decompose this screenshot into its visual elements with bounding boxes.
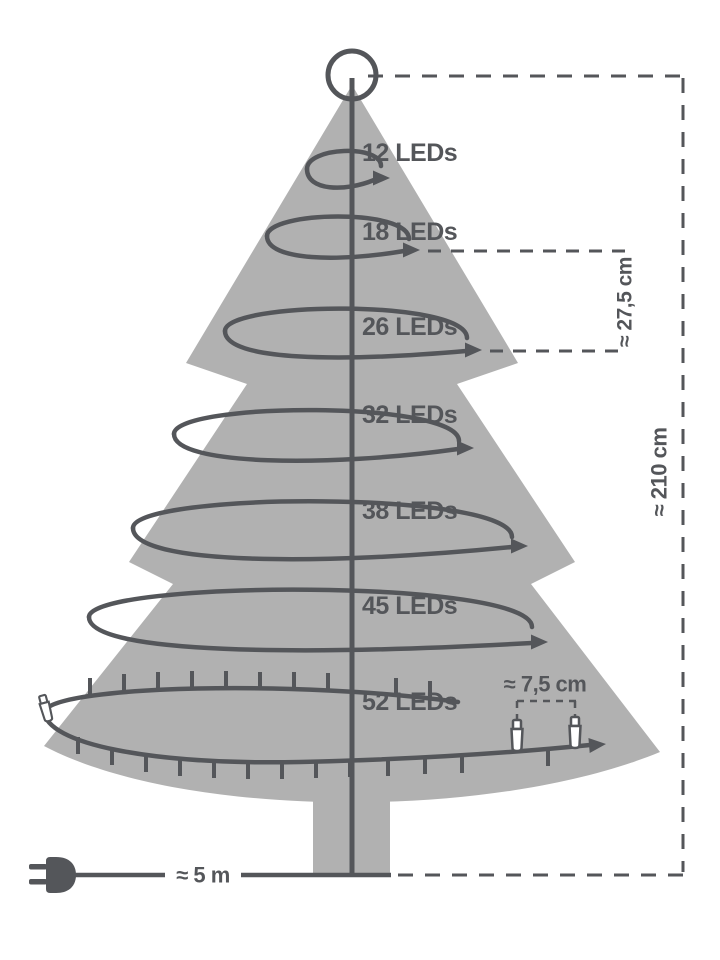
loop-1-arrowhead [373, 170, 390, 186]
led-tick-marks-bottom [76, 737, 550, 779]
led-count-label-45: 45 LEDs [362, 592, 457, 620]
loop-4-top-arc [171, 407, 462, 444]
dimension-ring-spacing [428, 249, 628, 353]
loop-3-bottom-arc [222, 328, 469, 360]
dimension-led-spacing [515, 699, 577, 719]
loop-4-arrowhead [457, 440, 474, 456]
led-tick-marks-top [88, 671, 432, 698]
loop-2-arrowhead [403, 242, 420, 258]
cable-length-label: ≈ 5 m [176, 863, 230, 888]
led-count-label-52: 52 LEDs [362, 688, 457, 716]
loop-5-arrowhead [511, 538, 528, 554]
loop-2-bottom-arc [264, 233, 407, 260]
loop-6-arrowhead [531, 634, 548, 650]
led-count-label-32: 32 LEDs [362, 401, 457, 429]
power-plug-icon [29, 857, 76, 893]
led-bulbs [38, 693, 582, 753]
loop-arrowheads [373, 170, 606, 753]
total-height-label: ≈ 210 cm [647, 428, 672, 517]
led-count-label-26: 26 LEDs [362, 313, 457, 341]
loop-6-top-arc [86, 587, 535, 630]
led-count-labels: 12 LEDs 18 LEDs 26 LEDs 32 LEDs 38 LEDs … [362, 139, 458, 716]
plug-body [46, 857, 76, 893]
led-count-label-18: 18 LEDs [362, 218, 457, 246]
led-spacing-label: ≈ 7,5 cm [504, 672, 587, 697]
loop-7-arrowhead [588, 738, 606, 753]
loop-7-top-arc [41, 685, 461, 714]
loop-1-bottom-arc [304, 166, 377, 190]
loop-3-top-arc [222, 306, 470, 341]
loop-2-top-arc [264, 214, 412, 242]
ring-spacing-label: ≈ 27,5 cm [614, 257, 637, 347]
loop-5-top-arc [130, 499, 515, 540]
led-bulb-right [568, 715, 582, 750]
loop-6-bottom-arc [86, 614, 535, 653]
loop-4-bottom-arc [171, 431, 461, 463]
loop-1-top-arc [304, 148, 384, 172]
plug-prong-bottom [29, 879, 47, 885]
loop-3-arrowhead [465, 342, 482, 358]
led-count-label-38: 38 LEDs [362, 497, 457, 525]
plug-prong-top [29, 864, 47, 870]
led-bulb-string-tip [38, 693, 54, 723]
dimension-total-height [368, 74, 685, 877]
loop-5-bottom-arc [130, 525, 515, 562]
led-count-label-12: 12 LEDs [362, 139, 457, 167]
led-bulb-left [510, 718, 524, 753]
